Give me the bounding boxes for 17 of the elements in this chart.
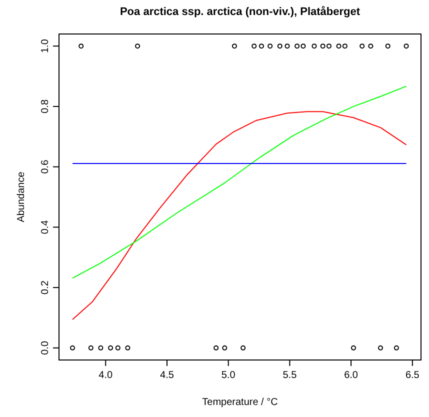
x-tick-label: 4.0	[98, 370, 114, 381]
y-tick-label: 1.0	[40, 38, 51, 54]
x-tick-label: 6.0	[344, 370, 358, 381]
chart-title: Poa arctica ssp. arctica (non-viv.), Platåberget	[120, 5, 360, 18]
y-tick-label: 0.6	[40, 159, 51, 174]
y-tick-label: 0.8	[40, 99, 51, 114]
x-tick-label: 6.5	[405, 370, 420, 381]
line-series	[72, 86, 407, 279]
x-tick-label: 4.5	[160, 370, 174, 381]
y-tick-label: 0.0	[40, 340, 51, 355]
x-axis-title: Temperature / °C	[202, 397, 278, 408]
x-tick-label: 5.0	[221, 370, 236, 381]
y-axis-title: Abundance	[16, 171, 27, 222]
line-series	[72, 111, 407, 320]
y-tick-label: 0.2	[40, 280, 51, 295]
y-tick-label: 0.4	[40, 220, 51, 234]
x-tick-label: 5.5	[282, 370, 298, 381]
